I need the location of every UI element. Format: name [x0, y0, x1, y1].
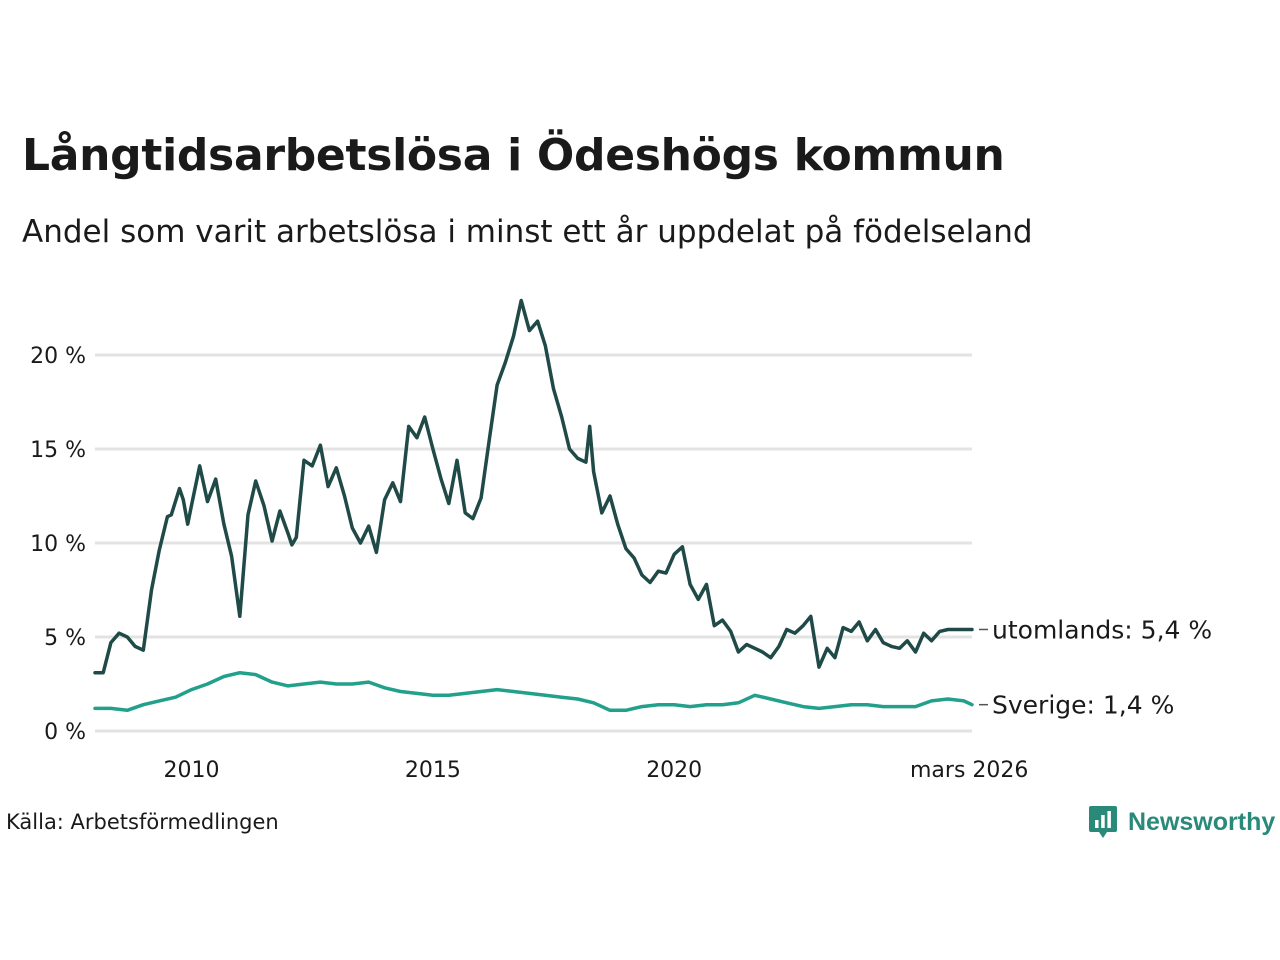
end-label-utomlands: utomlands: 5,4 %	[992, 615, 1212, 644]
brand-logo: Newsworthy	[1088, 804, 1275, 840]
x-tick-label: 2015	[405, 758, 461, 783]
source-note: Källa: Arbetsförmedlingen	[6, 810, 279, 834]
series-line-sverige	[93, 670, 974, 713]
end-label-sverige: Sverige: 1,4 %	[992, 691, 1174, 720]
y-tick-label: 15 %	[30, 438, 86, 463]
x-tick-label: 2010	[164, 758, 220, 783]
y-tick-label: 5 %	[44, 626, 86, 651]
brand-name: Newsworthy	[1128, 807, 1276, 836]
y-tick-label: 20 %	[30, 344, 86, 369]
y-tick-label: 0 %	[44, 720, 86, 745]
y-tick-label: 10 %	[30, 532, 86, 557]
chart-title: Långtidsarbetslösa i Ödeshögs kommun	[22, 130, 1005, 181]
x-tick-label: 2020	[646, 758, 702, 783]
x-tick-label: mars 2026	[910, 758, 1028, 783]
series-line-utomlands	[93, 298, 974, 675]
newsworthy-logo-icon	[1089, 806, 1117, 838]
chart-subtitle: Andel som varit arbetslösa i minst ett å…	[22, 214, 1033, 250]
